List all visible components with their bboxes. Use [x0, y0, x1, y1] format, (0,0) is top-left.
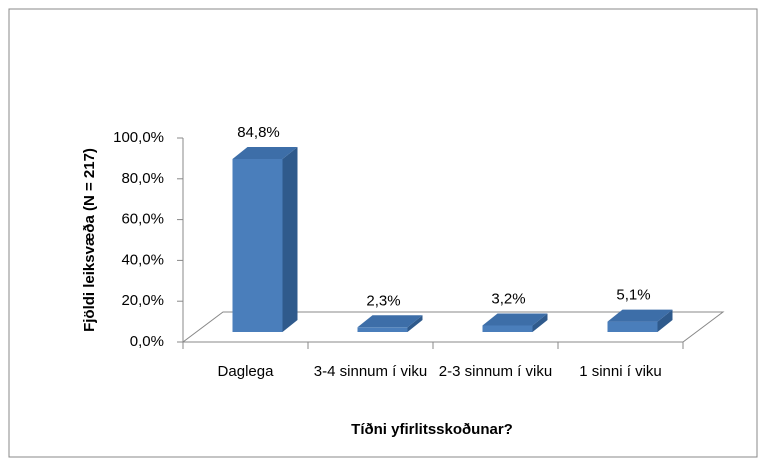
y-tick-label: 100,0% — [113, 129, 164, 146]
bar-side — [282, 147, 298, 332]
bar-top — [607, 309, 673, 322]
bar-top — [482, 313, 548, 326]
y-tick-label: 20,0% — [121, 292, 164, 309]
y-tick-label: 0,0% — [130, 333, 164, 350]
y-axis-label: Fjöldi leiksvæða (N = 217) — [81, 148, 98, 332]
y-tick-label: 40,0% — [121, 251, 164, 268]
data-label: 2,3% — [366, 292, 400, 309]
x-tick-label: 1 sinni í viku — [579, 363, 662, 380]
bar-side — [532, 313, 548, 332]
bar-top — [357, 315, 423, 328]
bar-side — [657, 309, 673, 332]
x-tick-label: Daglega — [217, 363, 274, 380]
y-tick-label: 80,0% — [121, 170, 164, 187]
bar — [482, 325, 533, 332]
bar — [357, 327, 408, 332]
data-label: 3,2% — [491, 290, 525, 307]
data-label: 5,1% — [616, 287, 650, 304]
x-tick-label: 3-4 sinnum í viku — [313, 363, 428, 380]
bar-top — [232, 147, 298, 160]
x-tick-label: 2-3 sinnum í viku — [438, 363, 553, 380]
floor — [181, 311, 725, 343]
bar — [232, 159, 283, 332]
frame — [8, 8, 758, 458]
y-tick-label: 60,0% — [121, 211, 164, 228]
data-label: 84,8% — [237, 124, 280, 141]
bar — [607, 321, 658, 332]
bar-side — [407, 315, 423, 332]
x-axis-label: Tíðni yfirlitsskoðunar? — [351, 421, 513, 438]
